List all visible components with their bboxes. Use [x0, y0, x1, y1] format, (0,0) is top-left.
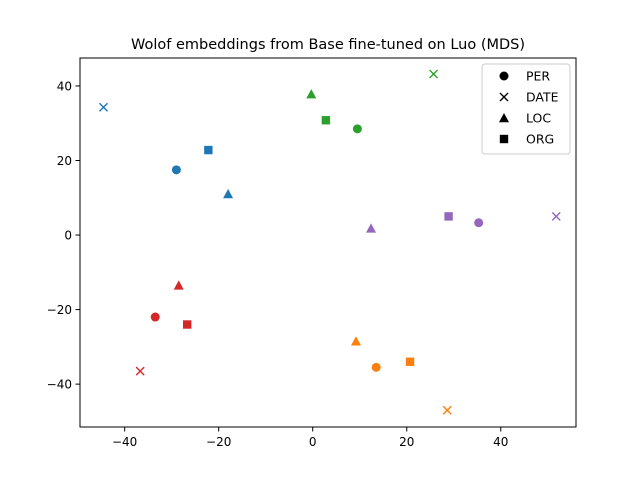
data-point-square	[321, 116, 331, 125]
y-tick-label: −40	[47, 377, 72, 391]
x-marker-stroke	[135, 366, 145, 376]
data-point-circle	[352, 124, 362, 134]
x-marker-stroke	[429, 69, 439, 79]
data-point-x	[99, 102, 109, 112]
x-tick-label: 0	[309, 435, 317, 449]
data-point-x	[551, 211, 561, 221]
data-point-triangle	[223, 189, 234, 199]
data-point-circle	[371, 362, 381, 372]
x-tick-label: −20	[206, 435, 231, 449]
data-point-circle	[474, 218, 484, 228]
plot-area-frame	[79, 57, 577, 428]
data-point-x	[429, 69, 439, 79]
data-point-triangle	[173, 280, 184, 290]
legend-label: PER	[526, 69, 550, 84]
data-point-circle	[150, 312, 160, 322]
x-axis-ticks: −40 −20 0 20 40	[112, 427, 508, 449]
chart-title: Wolof embeddings from Base fine-tuned on…	[131, 37, 525, 53]
data-point-triangle	[350, 336, 361, 346]
x-marker-stroke	[99, 102, 109, 112]
legend-label: LOC	[526, 111, 551, 126]
data-point-triangle	[306, 89, 317, 99]
y-tick-label: −20	[47, 303, 72, 317]
x-marker-stroke	[499, 92, 509, 102]
data-point-square	[444, 212, 453, 221]
legend-label: DATE	[526, 90, 559, 105]
legend-square-marker	[499, 134, 509, 144]
data-points	[99, 69, 561, 415]
x-marker-stroke	[551, 211, 561, 221]
y-tick-label: 20	[57, 154, 72, 168]
x-tick-label: 20	[399, 435, 414, 449]
x-tick-label: −40	[112, 435, 137, 449]
legend-x-marker	[499, 92, 509, 102]
data-point-square	[182, 320, 192, 329]
data-point-square	[405, 357, 415, 366]
y-tick-label: 40	[57, 79, 72, 93]
data-point-circle	[171, 165, 181, 175]
y-tick-label: 0	[64, 228, 72, 242]
legend-triangle-marker	[499, 113, 509, 123]
legend-circle-marker	[499, 71, 509, 81]
x-tick-label: 40	[493, 435, 508, 449]
data-point-square	[204, 145, 213, 155]
legend-label: ORG	[526, 132, 554, 147]
legend: PER DATE LOC ORG	[481, 63, 571, 155]
y-axis-ticks: −40 −20 0 20 40	[47, 79, 80, 391]
x-marker-stroke	[442, 405, 452, 415]
data-point-triangle	[366, 223, 377, 233]
legend-box	[481, 63, 571, 155]
data-point-x	[442, 405, 452, 415]
data-point-x	[135, 366, 145, 376]
